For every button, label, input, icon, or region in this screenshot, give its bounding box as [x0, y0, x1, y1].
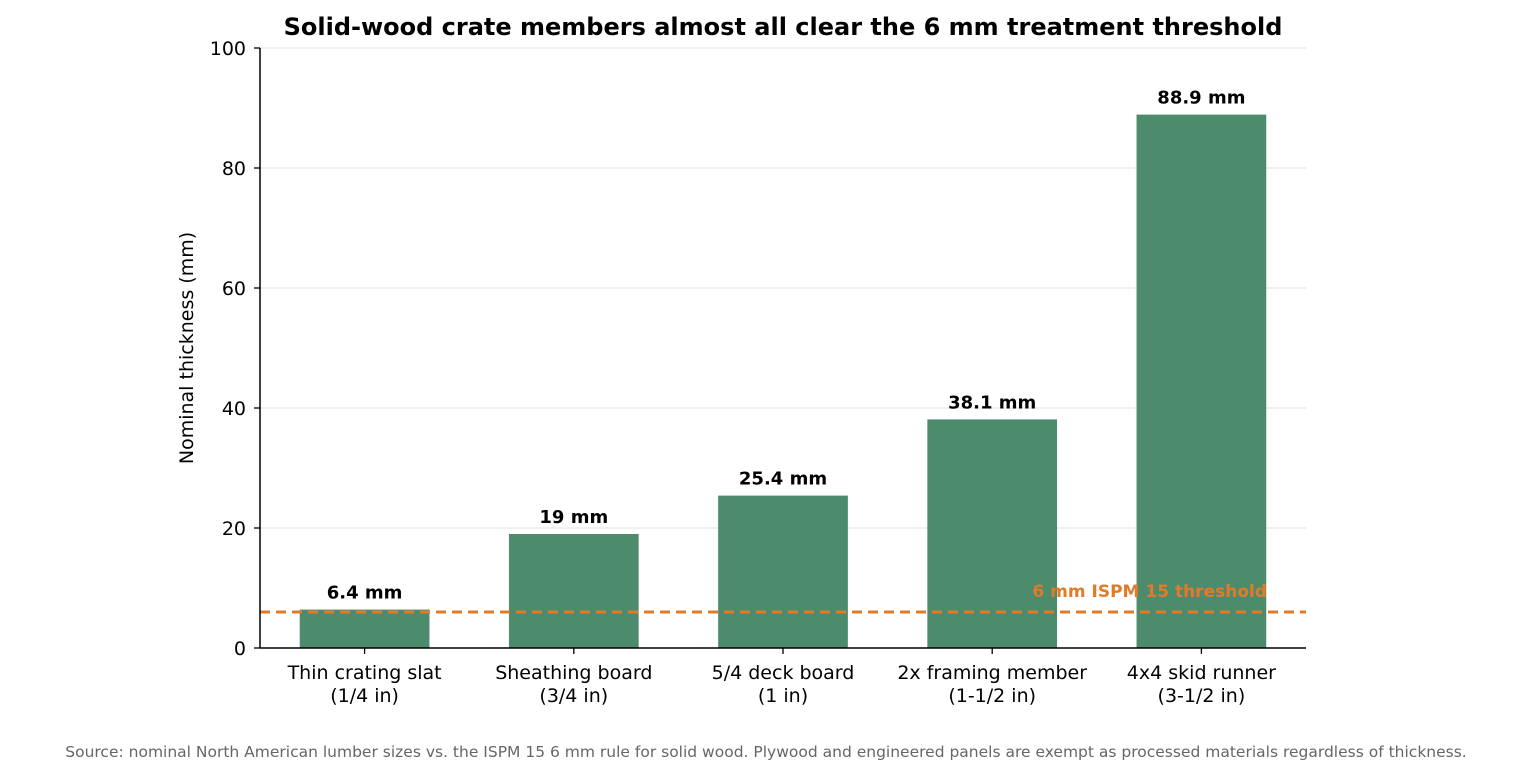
x-tick-label: (1/4 in): [330, 685, 399, 707]
x-tick-label: Thin crating slat: [287, 662, 442, 684]
y-tick-label: 60: [222, 278, 246, 300]
x-tick-label: (3-1/2 in): [1158, 685, 1246, 707]
x-tick-label: 5/4 deck board: [712, 662, 855, 684]
y-tick-label: 20: [222, 518, 246, 540]
gridlines: [260, 47, 1306, 529]
x-tick-label: 4x4 skid runner: [1127, 662, 1276, 684]
x-tick-label: 2x framing member: [897, 662, 1087, 684]
bar: [299, 609, 430, 648]
x-tick-label: (1-1/2 in): [948, 685, 1036, 707]
bar-value-label: 38.1 mm: [948, 392, 1036, 413]
y-tick-label: 40: [222, 398, 246, 420]
bars: 6.4 mm 19 mm 25.4 mm 38.1 mm 88.9 mm: [299, 88, 1267, 649]
y-tick-label: 100: [210, 38, 246, 60]
y-axis-label: Nominal thickness (mm): [176, 232, 198, 464]
x-tick-label: (1 in): [758, 685, 808, 707]
bar: [927, 419, 1058, 648]
threshold-reference: 6 mm ISPM 15 threshold: [260, 582, 1306, 614]
bar-value-label: 88.9 mm: [1157, 88, 1245, 109]
bar: [1136, 114, 1267, 649]
bar-value-label: 19 mm: [539, 507, 608, 528]
y-tick-label: 0: [234, 638, 246, 660]
bar: [718, 495, 848, 648]
threshold-label: 6 mm ISPM 15 threshold: [1032, 582, 1267, 602]
bar-value-label: 25.4 mm: [739, 469, 827, 490]
bar-value-label: 6.4 mm: [327, 583, 403, 604]
x-tick-label: (3/4 in): [539, 685, 608, 707]
chart-title: Solid-wood crate members almost all clea…: [284, 13, 1283, 41]
x-tick-label: Sheathing board: [495, 662, 652, 684]
source-note: Source: nominal North American lumber si…: [65, 743, 1466, 761]
bar: [508, 534, 639, 648]
axes: 0 20 40 60 80 100 Thin crating slat(1/4 in) She…: [210, 38, 1306, 707]
y-tick-label: 80: [222, 158, 246, 180]
